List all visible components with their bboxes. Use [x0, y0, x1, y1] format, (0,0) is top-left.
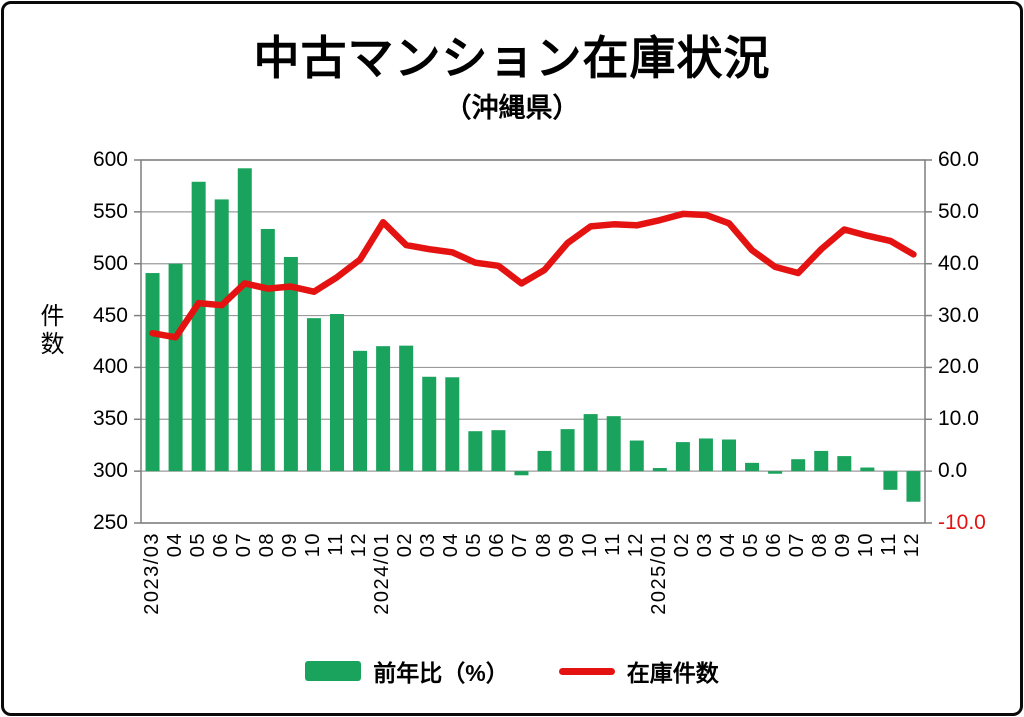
bar-08	[537, 450, 552, 472]
x-axis-tick-label: 03	[417, 532, 440, 558]
x-axis-tick-label: 04	[163, 532, 186, 558]
bar-05	[745, 462, 760, 472]
bar-07	[237, 168, 252, 472]
bar-09	[560, 429, 575, 472]
x-axis-tick-label: 09	[555, 532, 578, 558]
x-axis-tick-label: 07	[232, 532, 255, 558]
bar-05	[191, 181, 206, 472]
x-axis-tick-label: 11	[601, 532, 624, 556]
x-axis-tick-label: 12	[901, 532, 924, 558]
bar-07	[791, 459, 806, 472]
y-axis-tick-label: 250	[92, 511, 128, 534]
bar-04	[168, 263, 183, 472]
bar-2025/01	[652, 468, 667, 472]
y2-axis-tick-label: 60.0	[938, 148, 979, 171]
bar-10	[860, 467, 875, 472]
legend: 前年比（%） 在庫件数	[0, 654, 1024, 688]
bar-08	[814, 450, 829, 472]
bar-05	[468, 431, 483, 472]
x-axis-tick-label: 07	[509, 532, 532, 558]
y-axis-tick-label: 500	[92, 251, 128, 275]
x-axis-tick-label: 04	[717, 532, 739, 558]
x-axis-tick-label: 02	[394, 532, 417, 558]
y2-axis-tick-label: 50.0	[938, 199, 979, 223]
bar-06	[214, 199, 229, 472]
bar-09	[837, 456, 852, 472]
bar-10	[583, 414, 598, 472]
chart-title: 中古マンション在庫状況	[253, 32, 771, 84]
y2-axis-tick-label: 10.0	[938, 407, 979, 431]
y-axis-tick-label: 450	[92, 303, 128, 327]
legend-bar-label: 前年比（%）	[373, 660, 509, 686]
y2-axis-tick-label: -10.0	[938, 511, 986, 534]
y-axis-tick-label: 400	[92, 355, 128, 379]
bar-12	[629, 440, 644, 472]
y2-axis-tick-label: 0.0	[938, 459, 968, 483]
x-axis-tick-label: 2025/01	[647, 532, 670, 615]
y-axis-title: 件数	[36, 303, 63, 359]
bar-04	[445, 377, 460, 472]
x-axis-tick-label: 05	[186, 532, 209, 558]
bar-02	[675, 442, 690, 472]
y-axis-tick-label: 350	[92, 407, 128, 431]
bar-03	[422, 376, 437, 472]
y-axis-tick-label: 300	[92, 459, 128, 483]
y-axis-tick-label: 600	[92, 148, 128, 171]
y2-axis-tick-label: 20.0	[938, 355, 979, 379]
x-axis-tick-label: 08	[809, 532, 832, 558]
bar-12	[906, 471, 921, 502]
x-axis-tick-label: 11	[325, 532, 347, 556]
bar-08	[260, 228, 275, 472]
bar-11	[883, 471, 898, 490]
bar-02	[399, 345, 414, 472]
x-axis-tick-label: 08	[532, 532, 555, 558]
x-axis-tick-label: 06	[763, 532, 786, 558]
bar-03	[698, 438, 713, 472]
x-axis-tick-label: 12	[348, 532, 371, 558]
bar-series-swatch-icon	[305, 661, 362, 681]
y2-axis-tick-label: 40.0	[938, 251, 979, 275]
x-axis-tick-label: 06	[209, 532, 232, 558]
bar-07	[514, 471, 529, 476]
x-axis-tick-label: 10	[301, 532, 324, 558]
bar-04	[722, 439, 736, 472]
x-axis-tick-label: 2023/03	[140, 532, 163, 615]
x-axis-tick-label: 2024/01	[371, 532, 394, 615]
x-axis-tick-label: 10	[578, 532, 601, 558]
bar-06	[768, 471, 783, 474]
bar-09	[283, 256, 298, 472]
y2-axis-tick-label: 30.0	[938, 303, 979, 327]
x-axis-tick-label: 10	[855, 532, 878, 558]
plot-frame	[140, 159, 926, 524]
x-axis-tick-label: 09	[278, 532, 301, 558]
x-axis-tick-label: 12	[624, 532, 647, 558]
legend-line-label: 在庫件数	[626, 660, 719, 686]
x-axis-tick-label: 04	[440, 532, 463, 558]
x-axis-tick-label: 05	[463, 532, 486, 558]
bar-2024/01	[376, 346, 391, 472]
legend-item-line-series: 在庫件数	[558, 654, 719, 688]
line-series	[149, 210, 917, 341]
bar-10	[306, 318, 321, 472]
x-axis-tick-label: 08	[255, 532, 278, 558]
x-axis-tick-label: 02	[670, 532, 693, 558]
x-axis-tick-label: 11	[878, 532, 901, 556]
x-axis-tick-label: 06	[486, 532, 509, 558]
x-axis-tick-label: 09	[832, 532, 855, 558]
x-axis-tick-label: 05	[740, 532, 763, 558]
bar-11	[606, 416, 621, 472]
bar-12	[353, 350, 368, 472]
x-axis-tick-label: 03	[693, 532, 716, 558]
bar-2023/03	[145, 273, 160, 472]
line-series-swatch-icon	[558, 667, 615, 675]
y-axis-tick-label: 550	[92, 199, 128, 223]
x-axis-tick-label: 07	[786, 532, 809, 558]
legend-item-bar-series: 前年比（%）	[305, 654, 509, 688]
chart-subtitle: （沖縄県）	[444, 93, 580, 123]
bar-06	[491, 430, 506, 472]
bar-11	[330, 314, 344, 472]
